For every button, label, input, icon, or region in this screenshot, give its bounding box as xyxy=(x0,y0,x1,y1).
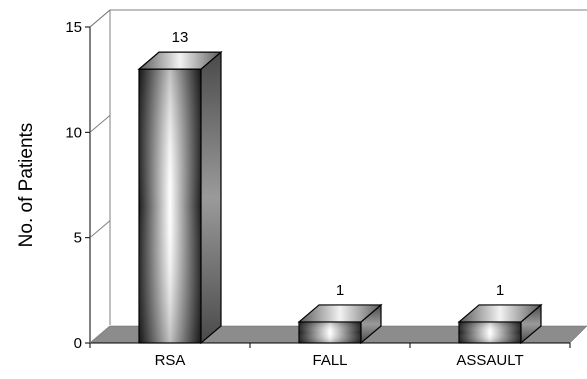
y-axis-ticks: 0 5 10 15 xyxy=(65,9,111,352)
y-tick-label: 10 xyxy=(65,124,82,141)
x-category-label: FALL xyxy=(312,352,347,369)
bar-data-label: 1 xyxy=(336,282,344,299)
bar-front-shade xyxy=(459,321,521,343)
bar-front-shade xyxy=(299,321,361,343)
bar xyxy=(297,303,383,345)
y-tick-depth-line xyxy=(89,220,111,239)
x-category-label: RSA xyxy=(155,352,186,369)
bar-top-face xyxy=(457,304,543,323)
y-tick-label: 0 xyxy=(74,335,82,352)
bar xyxy=(137,50,223,345)
bar-data-label: 13 xyxy=(172,29,189,46)
bar-top-face xyxy=(297,304,383,323)
bar-top-face xyxy=(137,51,223,70)
bar-series: 13 1 1 xyxy=(137,29,543,345)
y-tick-depth-line xyxy=(89,9,111,28)
bar xyxy=(457,303,543,345)
bar-data-label: 1 xyxy=(496,282,504,299)
bar-side-face xyxy=(200,50,222,345)
y-tick-label: 5 xyxy=(74,230,82,247)
y-tick-depth-line xyxy=(89,114,111,133)
y-tick-label: 15 xyxy=(65,19,82,36)
y-tick-depth-line xyxy=(89,325,111,344)
bar-front-shade xyxy=(139,69,201,343)
x-category-label: ASSAULT xyxy=(456,352,523,369)
y-axis-label: No. of Patients xyxy=(16,123,37,248)
x-axis-ticks: RSA FALL ASSAULT xyxy=(89,343,571,369)
